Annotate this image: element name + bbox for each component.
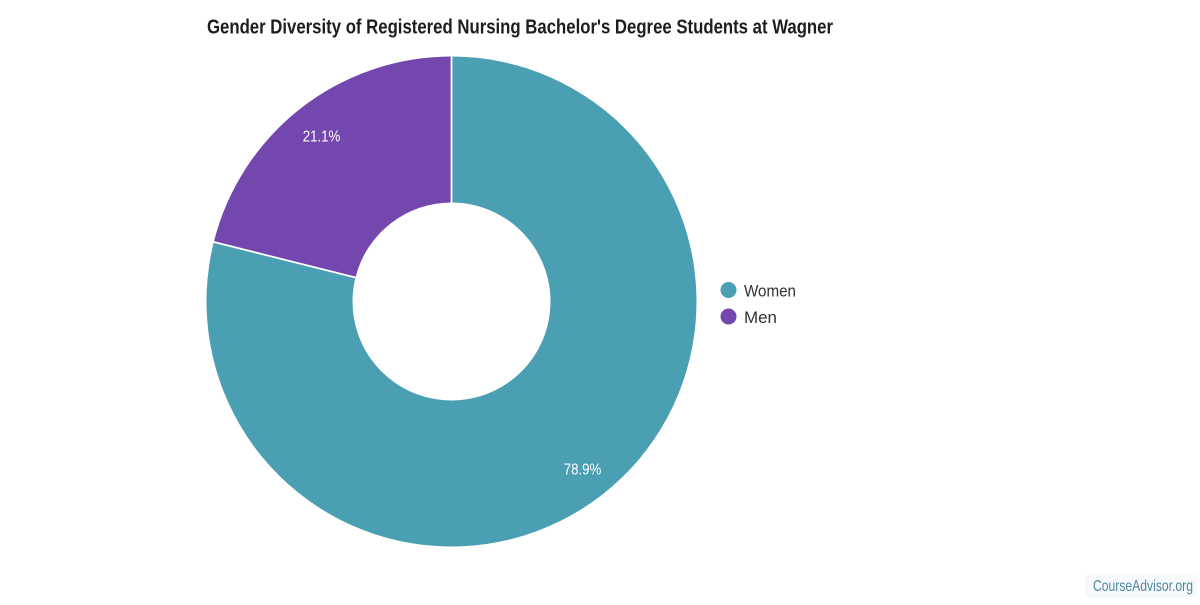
svg-text:CourseAdvisor.org: CourseAdvisor.org — [1093, 578, 1193, 595]
svg-text:Women: Women — [744, 282, 796, 301]
svg-text:Gender Diversity of Registered: Gender Diversity of Registered Nursing B… — [207, 17, 833, 39]
svg-text:78.9%: 78.9% — [564, 462, 602, 479]
svg-text:21.1%: 21.1% — [303, 129, 341, 146]
svg-text:Men: Men — [744, 308, 777, 327]
